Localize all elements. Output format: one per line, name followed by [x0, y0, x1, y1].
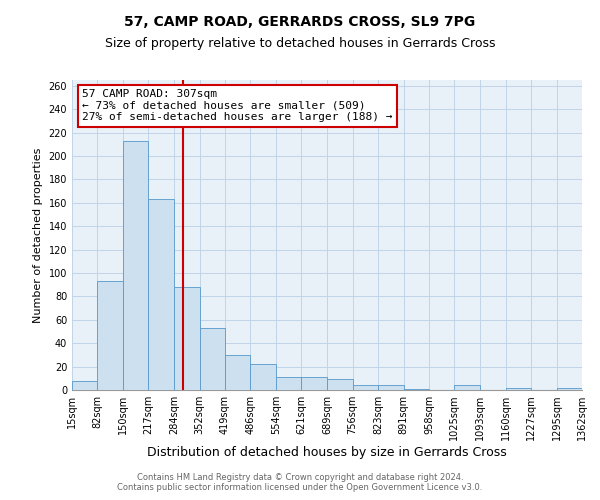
Bar [557, 388, 582, 390]
Bar [148, 200, 174, 390]
Text: Size of property relative to detached houses in Gerrards Cross: Size of property relative to detached ho… [105, 38, 495, 51]
Bar [250, 364, 276, 390]
Bar [506, 388, 531, 390]
Bar [353, 386, 378, 390]
Bar [72, 380, 97, 390]
Bar [301, 377, 327, 390]
Text: 57 CAMP ROAD: 307sqm
← 73% of detached houses are smaller (509)
27% of semi-deta: 57 CAMP ROAD: 307sqm ← 73% of detached h… [82, 90, 392, 122]
Bar [200, 328, 225, 390]
Text: 57, CAMP ROAD, GERRARDS CROSS, SL9 7PG: 57, CAMP ROAD, GERRARDS CROSS, SL9 7PG [124, 15, 476, 29]
Text: Contains public sector information licensed under the Open Government Licence v3: Contains public sector information licen… [118, 484, 482, 492]
Bar [327, 380, 353, 390]
Bar [276, 377, 301, 390]
Bar [404, 389, 429, 390]
Text: Contains HM Land Registry data © Crown copyright and database right 2024.: Contains HM Land Registry data © Crown c… [137, 472, 463, 482]
Bar [378, 386, 404, 390]
Bar [454, 386, 480, 390]
Y-axis label: Number of detached properties: Number of detached properties [33, 148, 43, 322]
X-axis label: Distribution of detached houses by size in Gerrards Cross: Distribution of detached houses by size … [147, 446, 507, 459]
Bar [225, 355, 250, 390]
Bar [174, 287, 200, 390]
Bar [123, 141, 148, 390]
Bar [97, 281, 123, 390]
